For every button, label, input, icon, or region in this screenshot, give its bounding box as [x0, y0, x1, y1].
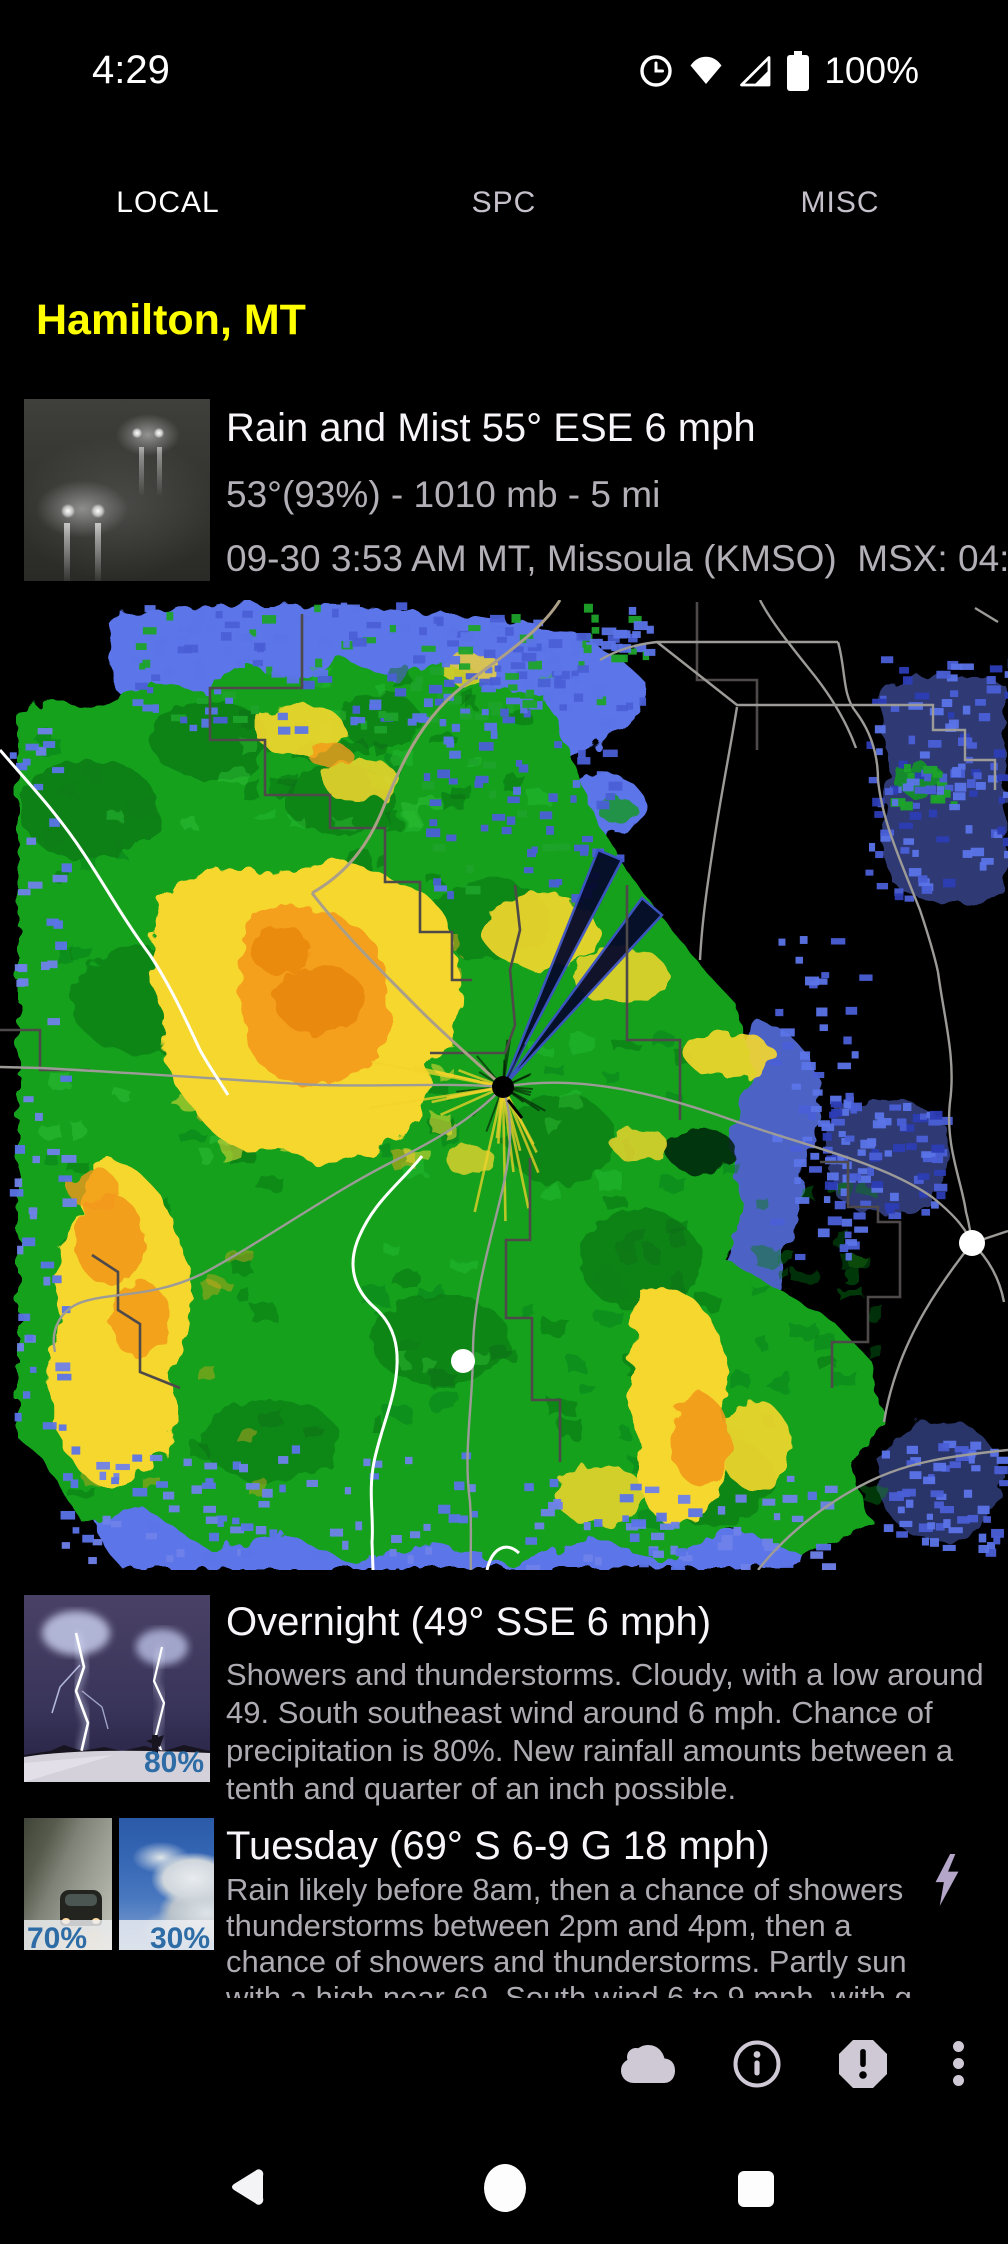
battery-percent: 100%	[824, 50, 919, 91]
current-station-line: 09-30 3:53 AM MT, Missoula (KMSO) MSX: 0…	[226, 538, 1008, 579]
overflow-menu-button[interactable]	[947, 2035, 969, 2092]
cellular-signal-icon	[738, 53, 774, 89]
wifi-icon	[687, 53, 725, 89]
status-icons: 100%	[638, 50, 919, 92]
thunderstorm-indicator	[905, 1840, 1008, 1990]
back-triangle-icon	[232, 2169, 264, 2205]
current-summary: Rain and Mist 55° ESE 6 mph	[226, 406, 756, 450]
radar-site-dot	[492, 1076, 514, 1098]
radar-cloud-button[interactable]	[619, 2041, 677, 2085]
home-circle-icon	[484, 2164, 526, 2212]
road-lines	[0, 600, 1008, 1570]
info-icon	[733, 2040, 781, 2088]
tuesday-title: Tuesday (69° S 6-9 G 18 mph)	[226, 1824, 770, 1868]
overnight-pop-label: 80%	[143, 1746, 204, 1779]
city-dot-south	[451, 1349, 475, 1373]
city-dot-east	[959, 1230, 985, 1256]
tuesday-photo-sky[interactable]: 30%	[119, 1818, 214, 1950]
river-lines	[0, 749, 521, 1570]
current-conditions-photo[interactable]	[24, 399, 210, 581]
alert-octagon-icon	[839, 2040, 887, 2088]
tab-local[interactable]: LOCAL	[116, 186, 220, 219]
overnight-photo[interactable]: 80%	[24, 1595, 210, 1782]
overflow-dot	[952, 2041, 964, 2052]
nav-recents-button[interactable]	[737, 2170, 775, 2208]
tuesday-body: Rain likely before 8am, then a chance of…	[226, 1872, 912, 1998]
nav-back-button[interactable]	[230, 2168, 264, 2206]
tuesday-photo-rain[interactable]: 70%	[24, 1818, 112, 1950]
recents-square-icon	[738, 2171, 774, 2207]
nav-home-button[interactable]	[482, 2163, 528, 2213]
radar-beam-voids	[501, 848, 664, 1088]
tab-bar: LOCAL SPC MISC	[0, 186, 1008, 220]
alarm-clock-icon	[638, 53, 674, 89]
tab-spc[interactable]: SPC	[471, 186, 537, 219]
tuesday-pop2-label: 30%	[149, 1922, 210, 1950]
lightning-bolt-icon	[935, 1854, 959, 1906]
radar-image[interactable]	[0, 600, 1008, 1570]
status-time: 4:29	[92, 48, 170, 92]
alerts-button[interactable]	[837, 2038, 889, 2090]
tuesday-pop1-label: 70%	[27, 1922, 88, 1950]
location-header: Hamilton, MT	[36, 296, 306, 344]
cloud-icon	[621, 2045, 675, 2083]
tab-misc[interactable]: MISC	[800, 186, 880, 219]
info-button[interactable]	[731, 2038, 783, 2090]
overnight-title: Overnight (49° SSE 6 mph)	[226, 1600, 712, 1644]
overnight-body: Showers and thunderstorms. Cloudy, with …	[226, 1657, 984, 1806]
current-details: 53°(93%) - 1010 mb - 5 mi	[226, 474, 661, 515]
battery-icon	[787, 51, 810, 91]
